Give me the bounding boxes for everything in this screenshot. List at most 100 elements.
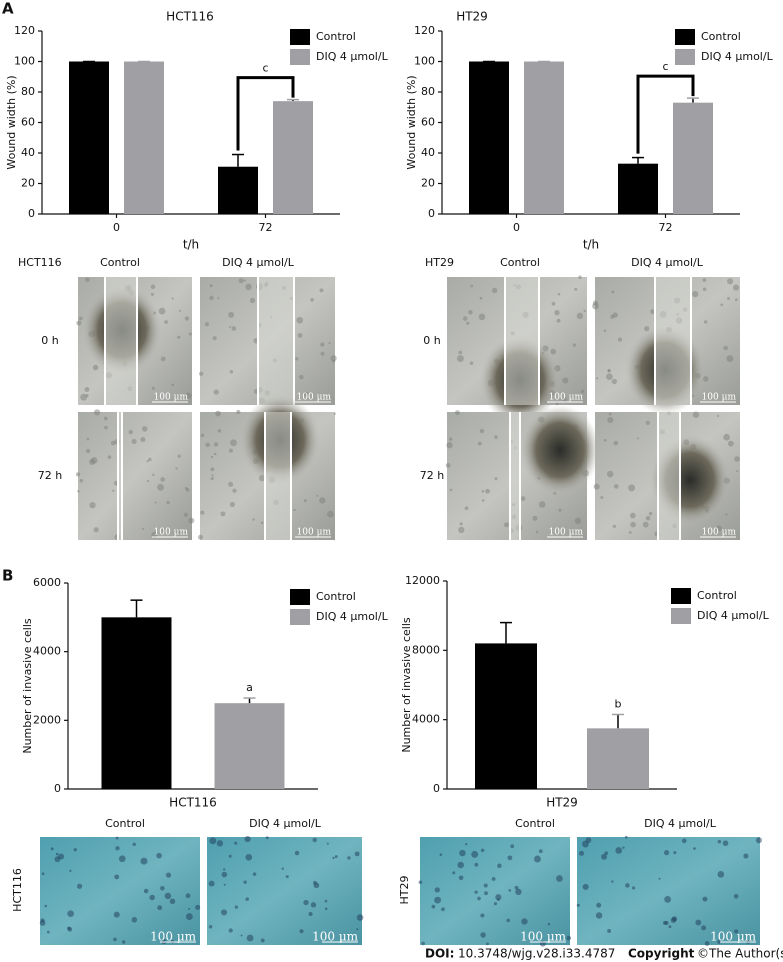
texture	[184, 316, 189, 321]
row-label: 72 h	[38, 469, 62, 482]
texture	[732, 284, 740, 291]
texture	[636, 437, 639, 440]
texture	[642, 521, 649, 528]
texture	[662, 920, 667, 925]
texture	[200, 510, 205, 515]
texture	[115, 846, 120, 851]
texture	[208, 924, 213, 929]
texture	[624, 835, 628, 839]
y-tick-label: 60	[21, 116, 35, 129]
legend-swatch	[290, 49, 310, 65]
texture	[234, 841, 238, 845]
texture	[441, 907, 445, 912]
y-tick-label: 20	[421, 177, 435, 190]
column-header: DIQ 4 μmol/L	[644, 817, 717, 830]
texture	[204, 322, 210, 327]
texture	[319, 497, 326, 504]
texture	[131, 917, 138, 923]
texture	[556, 875, 563, 882]
y-tick-label: 4000	[33, 645, 61, 658]
texture	[210, 467, 215, 472]
texture	[243, 880, 247, 884]
texture	[612, 312, 618, 318]
texture	[607, 929, 612, 933]
texture	[607, 368, 611, 373]
texture	[140, 857, 148, 865]
texture	[664, 850, 670, 856]
texture	[195, 904, 201, 910]
texture	[75, 472, 81, 477]
scale-bar-label: 100 μm	[312, 930, 359, 944]
texture	[169, 898, 176, 905]
texture	[165, 872, 172, 878]
texture	[625, 883, 630, 888]
texture	[177, 335, 181, 339]
texture	[449, 488, 453, 492]
texture	[648, 511, 653, 516]
cell-line-label: HT29	[398, 876, 411, 905]
texture	[645, 516, 651, 521]
texture	[607, 417, 614, 424]
texture	[445, 463, 451, 468]
y-tick-label: 20	[21, 177, 35, 190]
texture	[446, 442, 453, 449]
cell-line-label: HT29	[425, 256, 454, 269]
texture	[249, 297, 256, 304]
texture	[458, 350, 463, 355]
wound-gap	[658, 412, 680, 540]
texture	[466, 321, 470, 325]
column-header: Control	[515, 817, 555, 830]
texture	[494, 435, 498, 439]
texture	[252, 872, 257, 876]
texture	[327, 510, 334, 518]
y-tick-label: 120	[414, 24, 435, 37]
bar	[218, 166, 258, 214]
bar	[101, 617, 172, 789]
texture	[603, 329, 607, 332]
texture	[113, 911, 120, 918]
texture	[497, 898, 500, 901]
texture	[93, 409, 101, 416]
y-axis-label: Wound width (%)	[405, 75, 418, 169]
texture	[734, 456, 740, 462]
y-tick-label: 0	[428, 207, 435, 220]
texture	[333, 412, 336, 415]
texture	[200, 433, 205, 438]
texture	[354, 851, 360, 857]
texture	[228, 481, 234, 487]
texture	[480, 932, 486, 938]
texture	[418, 880, 423, 885]
x-axis-label: t/h	[183, 238, 199, 252]
texture	[720, 303, 724, 307]
texture	[212, 336, 217, 341]
texture	[324, 907, 328, 911]
texture	[184, 486, 188, 490]
micrograph	[577, 837, 760, 945]
y-tick-label: 80	[21, 85, 35, 98]
texture	[118, 855, 126, 863]
texture	[483, 883, 488, 888]
texture	[562, 377, 569, 384]
texture	[131, 438, 137, 444]
texture	[285, 875, 289, 879]
texture	[650, 309, 656, 315]
texture	[508, 889, 512, 892]
scale-bar-label: 100 μm	[150, 930, 197, 944]
texture	[670, 917, 677, 923]
texture	[163, 935, 166, 938]
texture	[617, 337, 623, 342]
texture	[606, 373, 613, 381]
texture	[615, 847, 623, 854]
texture	[232, 488, 237, 493]
panel-label: B	[2, 567, 13, 585]
scale-bar-label: 100 μm	[520, 930, 567, 944]
texture	[231, 326, 237, 331]
x-tick-label: 72	[659, 221, 673, 234]
texture	[510, 844, 515, 849]
texture	[593, 483, 600, 490]
texture	[295, 357, 299, 361]
legend-swatch	[290, 589, 310, 605]
texture	[332, 359, 336, 363]
texture	[260, 938, 265, 943]
texture	[150, 284, 156, 290]
